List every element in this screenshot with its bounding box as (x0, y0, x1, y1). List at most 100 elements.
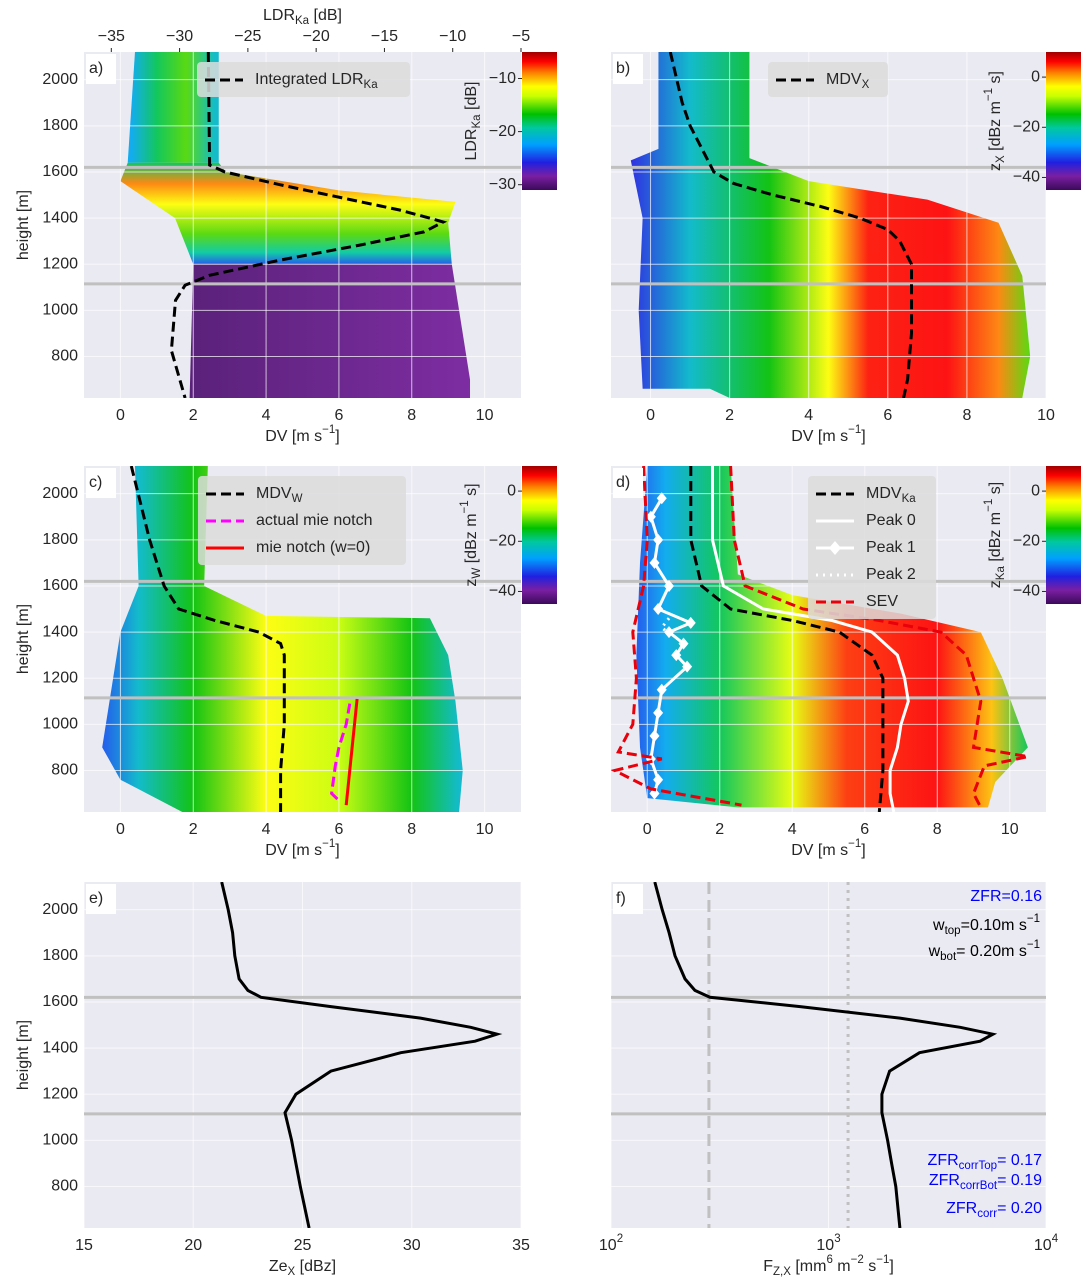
text-part: [dBz] (295, 1258, 336, 1275)
series-line (653, 882, 998, 1228)
y-tick-label: 1000 (42, 1132, 78, 1149)
x-tick-label: 10 (476, 407, 494, 424)
x2-tick-label: −15 (371, 28, 398, 45)
x-axis-label: ZeX [dBz] (269, 1258, 336, 1277)
colorbar-tick-label: −30 (489, 176, 516, 193)
legend-box (197, 62, 410, 97)
y-tick-label: 1400 (42, 623, 78, 640)
legend-swatch-marker (829, 541, 841, 555)
annotation: ZFRcorrTop= 0.17 (928, 1152, 1043, 1172)
text-part: = 0.17 (997, 1152, 1042, 1169)
text-part: −1 (1027, 939, 1040, 951)
legend-label: Peak 2 (866, 566, 916, 583)
series-line (129, 466, 286, 812)
text-part: ] (335, 428, 339, 445)
x-tick-label: 104 (1034, 1233, 1059, 1254)
text-part: w (928, 943, 941, 960)
x2-tick-label: −30 (166, 28, 193, 45)
text-part: −1 (848, 424, 861, 436)
legend-label: MDVW (256, 485, 303, 505)
text-part: ] (861, 428, 865, 445)
x-axis-label: DV [m s−1] (265, 838, 339, 859)
colorbar-tick-label: −40 (1013, 583, 1040, 600)
x-tick-label: 10 (476, 821, 494, 838)
colorbar-tick-label: −20 (1013, 532, 1040, 549)
panel-label-box (86, 468, 116, 498)
text-part: ] (335, 842, 339, 859)
text-part: MDV (826, 71, 862, 88)
text-part: Ka (902, 493, 917, 505)
series-line (711, 466, 910, 812)
text-part: z (463, 579, 480, 587)
annotation: ZFRcorr= 0.20 (946, 1200, 1042, 1220)
text-part: corrTop (959, 1160, 997, 1172)
colorbar-tick-label: −20 (1013, 118, 1040, 135)
x-tick-label: 6 (860, 821, 869, 838)
text-part: F (763, 1258, 773, 1275)
text-part: Z,X (773, 1266, 791, 1277)
text-part: ] (861, 842, 865, 859)
text-part: [dBz m (463, 513, 480, 567)
colorbar-tick-label: −40 (489, 583, 516, 600)
legend-box (808, 476, 936, 619)
x2-tick-label: −35 (98, 28, 125, 45)
series-marker (656, 683, 667, 696)
y-axis-label: height [m] (15, 190, 32, 260)
text-part: X (288, 1266, 296, 1277)
x-tick-label: 15 (75, 1237, 93, 1254)
legend-box (768, 62, 888, 97)
text-part: DV [m s (265, 842, 322, 859)
text-part: [mm (791, 1258, 827, 1275)
colorbar-label: zX [dBz m−1 s] (983, 71, 1007, 171)
text-part: ] (889, 1258, 893, 1275)
colorbar-tick-label: −40 (1013, 169, 1040, 186)
series-marker (656, 492, 667, 505)
x-tick-label: 0 (643, 821, 652, 838)
text-part: X (995, 155, 1007, 163)
y-axis-label: height [m] (15, 604, 32, 674)
annotation: ZFR=0.16 (970, 888, 1042, 905)
x-tick-label: 25 (294, 1237, 312, 1254)
text-part: [dB] (309, 7, 342, 24)
y-tick-label: 1200 (42, 1085, 78, 1102)
y-tick-label: 800 (51, 348, 78, 365)
x-tick-label: 102 (599, 1233, 623, 1254)
text-part: DV [m s (791, 428, 848, 445)
text-part: −1 (876, 1254, 889, 1266)
x-axis-label: DV [m s−1] (791, 838, 865, 859)
x-tick-label: 10 (1037, 407, 1055, 424)
legend-label: actual mie notch (256, 512, 373, 529)
legend-label: MDVKa (866, 485, 916, 505)
text-part: z (987, 163, 1004, 171)
text-part: −1 (1027, 913, 1040, 925)
text-part: X (862, 79, 870, 91)
series-line (689, 466, 885, 812)
x-tick-label: 8 (962, 407, 971, 424)
text-part: MDV (866, 485, 902, 502)
panel (611, 52, 1046, 398)
x-axis-label: DV [m s−1] (791, 424, 865, 445)
y-tick-label: 800 (51, 1178, 78, 1195)
x-tick-label: 8 (933, 821, 942, 838)
y-tick-label: 1800 (42, 531, 78, 548)
x-tick-label: 0 (116, 821, 125, 838)
x-tick-label: 8 (407, 821, 416, 838)
legend-label: mie notch (w=0) (256, 539, 370, 556)
text-part: mie notch (w=0) (256, 539, 370, 556)
colorbar-label: zKa [dBz m−1 s] (983, 482, 1007, 588)
text-part: Ka (995, 565, 1007, 580)
text-part: Peak 2 (866, 566, 916, 583)
panel-label: e) (89, 890, 103, 907)
text-part: top (945, 925, 961, 937)
text-part: s] (987, 482, 1004, 499)
text-part: ZFR (929, 1172, 960, 1189)
series-line (668, 52, 913, 398)
y-tick-label: 1400 (42, 1039, 78, 1056)
y-tick-label: 1200 (42, 669, 78, 686)
colorbar-tick-label: −20 (489, 532, 516, 549)
text-part: s] (987, 71, 1004, 88)
spectrogram-area (120, 162, 456, 265)
panel (611, 882, 1046, 1228)
legend-label: Integrated LDRKa (255, 71, 378, 91)
